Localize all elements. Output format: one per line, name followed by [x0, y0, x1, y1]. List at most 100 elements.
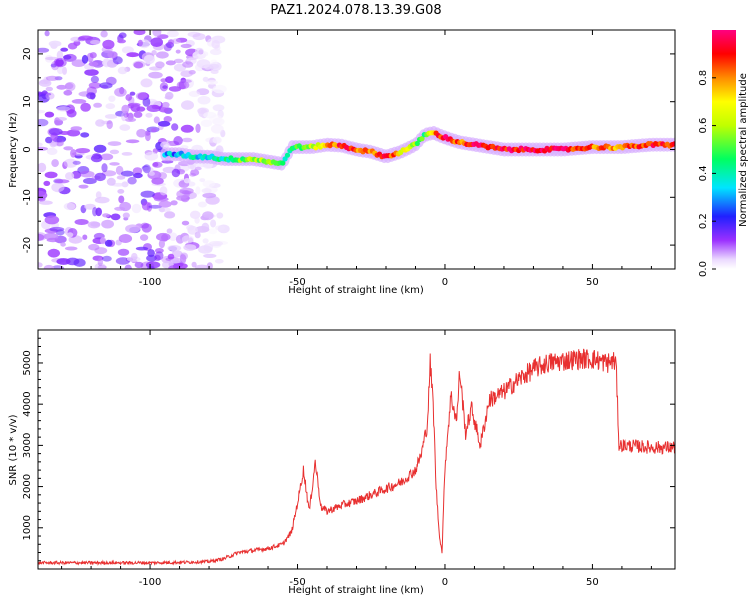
- noise-cell: [105, 76, 117, 86]
- noise-cell: [167, 245, 182, 252]
- noise-cell: [168, 265, 181, 269]
- noise-cell: [45, 75, 59, 81]
- noise-cell: [70, 126, 83, 131]
- y-tick-label: 4000: [22, 391, 33, 416]
- noise-cell: [46, 147, 58, 155]
- noise-cell: [155, 61, 165, 69]
- noise-cell: [102, 213, 110, 218]
- noise-cell: [119, 124, 131, 131]
- noise-cell: [104, 114, 118, 119]
- y-tick-label: 5000: [22, 350, 33, 375]
- noise-cell: [125, 139, 140, 144]
- y-tick-label: -20: [22, 237, 33, 253]
- noise-cell: [121, 152, 133, 156]
- noise-cell: [181, 220, 190, 226]
- noise-cell: [102, 255, 112, 262]
- noise-cell: [211, 40, 220, 49]
- noise-cell: [75, 148, 91, 154]
- noise-cell: [183, 178, 191, 184]
- noise-cell: [100, 237, 106, 245]
- noise-cell: [118, 32, 127, 39]
- y-tick-label: 2000: [22, 474, 33, 499]
- noise-cell: [180, 43, 192, 49]
- noise-cell: [171, 168, 181, 178]
- noise-cell: [44, 171, 58, 179]
- noise-cell: [133, 61, 144, 69]
- noise-cell: [175, 49, 181, 54]
- noise-cell: [88, 82, 102, 89]
- noise-cell: [38, 162, 47, 173]
- noise-cell: [195, 186, 201, 195]
- x-tick-label: -50: [289, 577, 305, 588]
- noise-cell: [126, 52, 140, 58]
- noise-cell: [143, 54, 155, 65]
- x-tick-label: 50: [586, 277, 599, 288]
- noise-cell: [150, 37, 163, 47]
- x-tick-label: 0: [442, 277, 448, 288]
- noise-cell: [80, 102, 91, 112]
- noise-cell: [210, 219, 217, 228]
- noise-cell: [188, 90, 201, 97]
- noise-cell: [38, 109, 46, 114]
- noise-cell: [192, 33, 206, 41]
- colorbar-tick-label: 0.8: [698, 70, 709, 86]
- noise-cell: [133, 111, 143, 118]
- noise-cell: [215, 225, 225, 231]
- noise-cell: [78, 184, 89, 189]
- noise-cell: [141, 223, 152, 233]
- colorbar: 0.0 0.2 0.4 0.6 0.8 Normalized spectral ampl…: [698, 30, 749, 277]
- noise-cell: [194, 217, 200, 224]
- noise-cell: [78, 35, 93, 41]
- noise-cell: [67, 42, 78, 50]
- colorbar-tick-label: 0.0: [698, 261, 709, 277]
- noise-cell: [93, 144, 107, 153]
- noise-cell: [171, 250, 183, 258]
- noise-cell: [56, 106, 71, 112]
- noise-cell: [194, 166, 202, 171]
- noise-cell: [194, 231, 201, 239]
- noise-cell: [107, 141, 122, 147]
- noise-cell: [210, 48, 222, 56]
- noise-cell: [209, 240, 223, 247]
- noise-cell: [209, 63, 220, 69]
- noise-cell: [156, 232, 171, 242]
- noise-cell: [165, 91, 174, 100]
- ridge-cell: [419, 136, 425, 142]
- noise-cell: [56, 117, 67, 121]
- noise-cell: [115, 257, 130, 265]
- noise-cell: [159, 186, 168, 196]
- noise-cell: [86, 92, 96, 100]
- noise-cell: [74, 219, 89, 225]
- noise-cell: [125, 94, 132, 101]
- noise-cell: [152, 30, 162, 37]
- noise-cell: [158, 239, 165, 249]
- noise-cell: [90, 75, 99, 83]
- noise-cell: [194, 264, 210, 269]
- colorbar-tick-label: 0.6: [698, 118, 709, 134]
- spectrogram-heatmap: [38, 30, 675, 269]
- noise-cell: [163, 116, 172, 123]
- noise-cell: [45, 56, 59, 61]
- noise-cell: [121, 104, 130, 114]
- noise-cell: [154, 254, 161, 262]
- noise-cell: [133, 30, 146, 36]
- noise-cell: [181, 100, 194, 110]
- noise-cell: [106, 120, 113, 130]
- noise-cell: [208, 228, 218, 235]
- noise-cell: [210, 124, 224, 134]
- noise-cell: [90, 154, 103, 163]
- colorbar-ticks: 0.0 0.2 0.4 0.6 0.8: [698, 70, 716, 277]
- noise-cell: [181, 137, 193, 143]
- noise-cell: [199, 178, 206, 183]
- noise-cell: [156, 51, 169, 59]
- noise-cell: [79, 170, 95, 178]
- noise-cell: [179, 254, 187, 264]
- noise-cell: [54, 179, 70, 184]
- y-tick-label: 3000: [22, 433, 33, 458]
- noise-cell: [118, 195, 125, 204]
- noise-cell: [45, 136, 53, 144]
- noise-cell: [140, 234, 149, 241]
- noise-cell: [160, 141, 170, 149]
- x-tick-label: 50: [586, 577, 599, 588]
